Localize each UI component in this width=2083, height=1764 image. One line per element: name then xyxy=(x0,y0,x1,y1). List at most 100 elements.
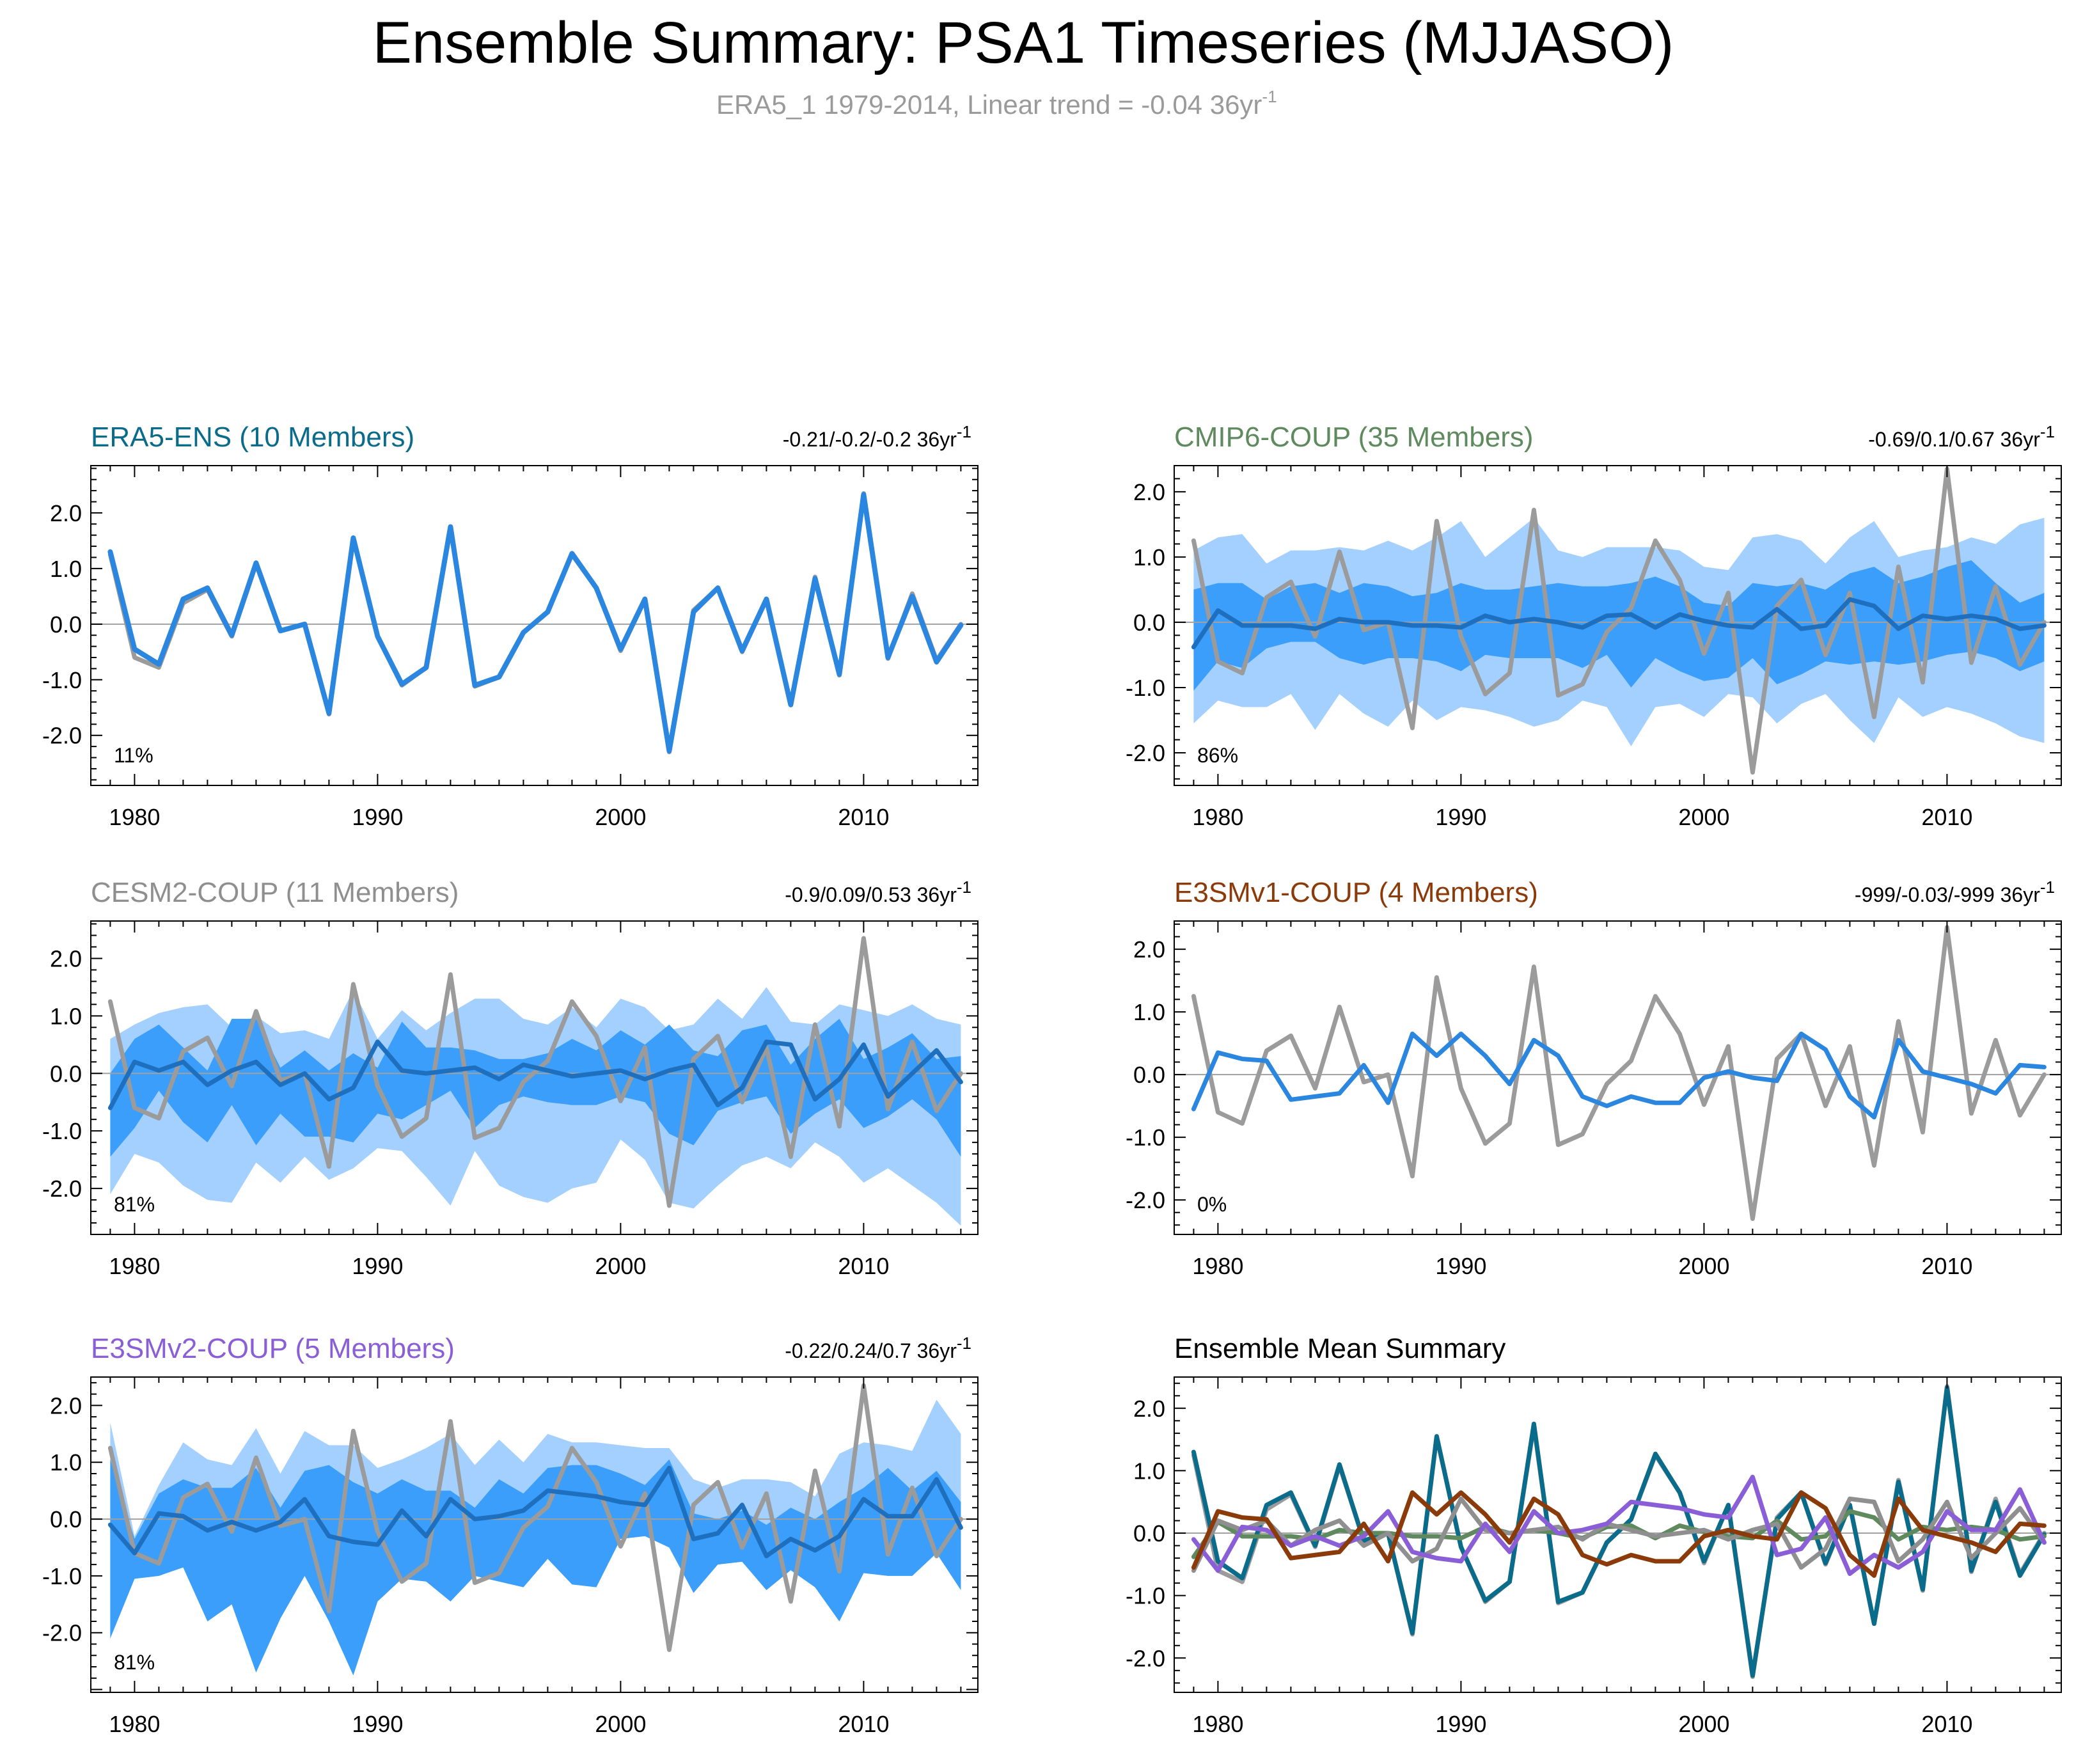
panel-trend: -0.69/0.1/0.67 36yr-1 xyxy=(1868,422,2055,451)
series-ERA5_1 xyxy=(1191,466,2047,775)
y-tick-label: 0.0 xyxy=(1133,610,1165,636)
y-tick-label: -1.0 xyxy=(1126,675,1165,701)
y-tick-label: -2.0 xyxy=(1126,740,1165,766)
series-ERA5_1 xyxy=(107,1383,963,1652)
panel-trend-text: -0.69/0.1/0.67 36yr xyxy=(1868,428,2040,451)
x-tick-label: 1980 xyxy=(109,804,160,830)
x-tick-label: 1980 xyxy=(109,1711,160,1737)
y-tick-label: -2.0 xyxy=(42,1620,82,1646)
y-tick-label: -2.0 xyxy=(42,723,82,749)
panel-1: ERA5-ENS (10 Members) -0.21/-0.2/-0.2 36y… xyxy=(42,421,979,830)
percent-label: 81% xyxy=(114,1193,155,1216)
x-tick-label: 2010 xyxy=(838,1711,889,1737)
x-tick-label: 2000 xyxy=(1678,1711,1729,1737)
series-E3SMv2-COUP-mean xyxy=(107,1465,963,1559)
y-tick-label: -2.0 xyxy=(42,1176,82,1202)
x-tick-label: 1990 xyxy=(1435,1253,1486,1279)
x-tick-label: 2000 xyxy=(595,1711,646,1737)
x-tick-label: 2010 xyxy=(838,1253,889,1279)
ticks: 1980 1990 2000 2010 2.0 1.0 0.0 -1.0 -2.0 xyxy=(1126,921,2061,1279)
percent-label: 0% xyxy=(1197,1193,1227,1216)
y-tick-label: 1.0 xyxy=(50,556,82,582)
series xyxy=(1191,1384,2047,1680)
y-tick-label: 1.0 xyxy=(50,1003,82,1029)
y-tick-label: 0.0 xyxy=(50,611,82,638)
ticks: 1980 1990 2000 2010 2.0 1.0 0.0 -1.0 -2.0 xyxy=(1126,465,2061,830)
y-tick-label: 1.0 xyxy=(1133,999,1165,1025)
panel-trend: -0.21/-0.2/-0.2 36yr-1 xyxy=(783,422,971,451)
series-CESM2-COUP-mean xyxy=(107,1039,963,1110)
figure-subtitle-sup: -1 xyxy=(1262,87,1277,106)
x-tick-label: 2000 xyxy=(1678,1253,1729,1279)
series-ERA5_1 xyxy=(107,936,963,1208)
x-tick-label: 1990 xyxy=(1435,804,1486,830)
y-tick-label: 0.0 xyxy=(50,1060,82,1087)
percent-label: 86% xyxy=(1197,744,1238,767)
figure-title: Ensemble Summary: PSA1 Timeseries (MJJAS… xyxy=(373,10,1674,75)
x-tick-label: 1980 xyxy=(109,1253,160,1279)
y-tick-label: 1.0 xyxy=(1133,1458,1165,1484)
x-tick-label: 2010 xyxy=(838,804,889,830)
y-tick-label: 2.0 xyxy=(50,1392,82,1419)
x-tick-label: 1990 xyxy=(352,1253,403,1279)
band-inner-range-lower xyxy=(110,1018,961,1157)
y-tick-label: -1.0 xyxy=(1126,1124,1165,1151)
panel-title: CMIP6-COUP (35 Members) xyxy=(1174,421,1534,453)
y-tick-label: 1.0 xyxy=(50,1449,82,1476)
figure-subtitle: ERA5_1 1979-2014, Linear trend = -0.04 3… xyxy=(716,87,1277,120)
y-tick-label: 0.0 xyxy=(50,1506,82,1532)
series-ERA5_1 xyxy=(1191,925,2047,1221)
series xyxy=(107,491,964,755)
y-tick-label: 2.0 xyxy=(50,945,82,972)
x-tick-label: 2010 xyxy=(1921,1253,1972,1279)
x-tick-label: 1980 xyxy=(1192,1253,1243,1279)
series-CESM2-COUP xyxy=(1191,1496,2047,1573)
plot-frame xyxy=(1174,465,2062,786)
panel-6: Ensemble Mean Summary 1980 1990 2000 2010 2.0… xyxy=(1126,1333,2062,1737)
x-tick-label: 1990 xyxy=(352,1711,403,1737)
plot-frame xyxy=(1174,1376,2062,1693)
series-CMIP6-COUP-mean xyxy=(1191,597,2047,650)
figure-subtitle-text: ERA5_1 1979-2014, Linear trend = -0.04 3… xyxy=(716,90,1262,120)
y-tick-label: 2.0 xyxy=(1133,1396,1165,1422)
panel-title: CESM2-COUP (11 Members) xyxy=(91,877,459,908)
panel-trend-sup: -1 xyxy=(2040,878,2055,897)
y-tick-label: -1.0 xyxy=(42,667,82,693)
panel-trend: -999/-0.03/-999 36yr-1 xyxy=(1855,878,2055,906)
panel-trend-sup: -1 xyxy=(957,422,971,441)
series-ERA5-ENS xyxy=(1191,1385,2047,1678)
panel-trend-sup: -1 xyxy=(2040,422,2055,441)
panel-trend-sup: -1 xyxy=(957,1334,971,1353)
y-tick-label: 0.0 xyxy=(1133,1062,1165,1088)
ticks: 1980 1990 2000 2010 2.0 1.0 0.0 -1.0 -2.0 xyxy=(42,921,978,1279)
percent-label: 81% xyxy=(114,1651,155,1674)
band-inner-range xyxy=(110,1459,961,1676)
y-tick-label: 0.0 xyxy=(1133,1520,1165,1547)
x-tick-label: 2000 xyxy=(595,804,646,830)
panel-trend: -0.9/0.09/0.53 36yr-1 xyxy=(785,878,971,906)
series-E3SMv1-COUP-mean xyxy=(1191,1031,2047,1120)
series xyxy=(107,1383,963,1652)
x-tick-label: 2000 xyxy=(595,1253,646,1279)
series xyxy=(1191,925,2047,1221)
panel-trend-text: -999/-0.03/-999 36yr xyxy=(1855,883,2040,906)
panel-trend-text: -0.21/-0.2/-0.2 36yr xyxy=(783,428,957,451)
x-tick-label: 1980 xyxy=(1192,1711,1243,1737)
series xyxy=(107,936,963,1208)
y-tick-label: 1.0 xyxy=(1133,544,1165,571)
y-tick-label: 2.0 xyxy=(1133,936,1165,963)
panel-trend: -0.22/0.24/0.7 36yr-1 xyxy=(785,1334,971,1362)
y-tick-label: -1.0 xyxy=(42,1563,82,1589)
x-tick-label: 2010 xyxy=(1921,804,1972,830)
x-tick-label: 2000 xyxy=(1678,804,1729,830)
x-tick-label: 1990 xyxy=(352,804,403,830)
y-tick-label: -1.0 xyxy=(1126,1583,1165,1609)
band-inner-range xyxy=(1193,560,2045,691)
y-tick-label: 2.0 xyxy=(50,500,82,526)
panels: ERA5-ENS (10 Members) -0.21/-0.2/-0.2 36y… xyxy=(42,421,2062,1737)
series-E3SMv1-COUP xyxy=(1191,1490,2047,1578)
x-tick-label: 2010 xyxy=(1921,1711,1972,1737)
x-tick-label: 1990 xyxy=(1435,1711,1486,1737)
panel-title: E3SMv2-COUP (5 Members) xyxy=(91,1333,455,1364)
